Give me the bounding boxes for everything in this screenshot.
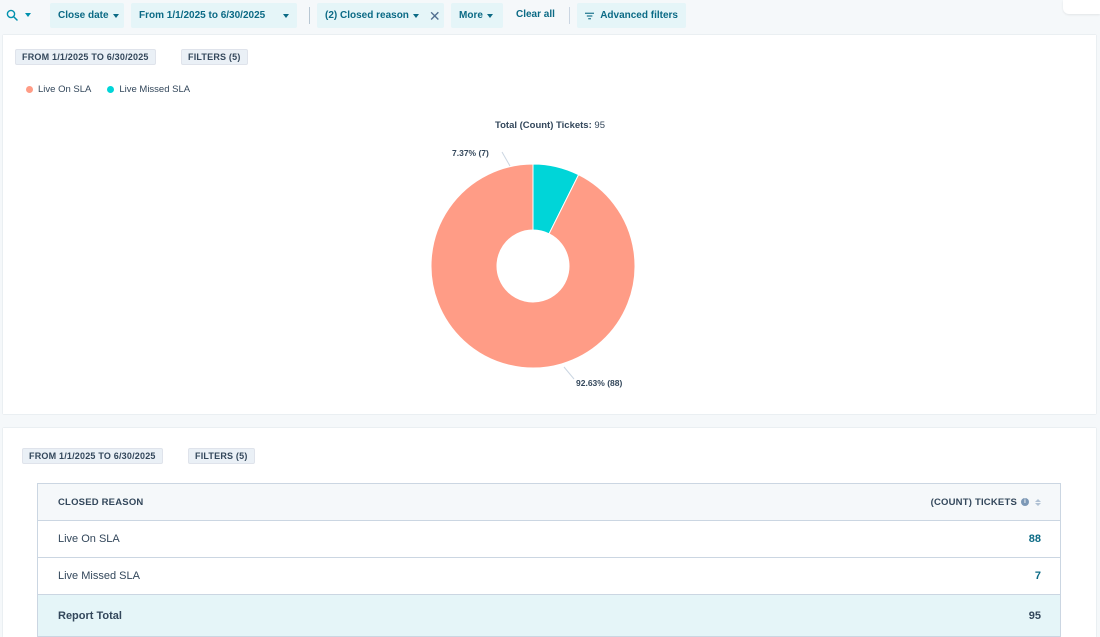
- legend-label: Live On SLA: [38, 84, 92, 95]
- advanced-filters-button[interactable]: Advanced filters: [577, 3, 686, 28]
- more-label: More: [459, 10, 483, 21]
- table-row: Live On SLA 88: [38, 521, 1060, 558]
- filters-tag[interactable]: FILTERS (5): [181, 49, 248, 65]
- row-label: Live Missed SLA: [58, 570, 140, 582]
- legend-label: Live Missed SLA: [119, 84, 191, 95]
- close-date-label: Close date: [58, 10, 109, 21]
- close-date-filter[interactable]: Close date: [50, 3, 124, 28]
- chart-total-label: Total (Count) Tickets:: [495, 120, 592, 131]
- chevron-down-icon: [25, 13, 31, 17]
- sort-icon[interactable]: [1035, 498, 1041, 506]
- chart-total-value: 95: [594, 120, 605, 131]
- column-header-count[interactable]: (COUNT) TICKETS i: [931, 497, 1041, 508]
- divider: [309, 7, 310, 24]
- filter-lines-icon: [585, 12, 595, 19]
- closed-reason-filter[interactable]: (2) Closed reason ✕: [317, 3, 444, 28]
- legend-dot: [26, 86, 33, 93]
- chevron-down-icon: [283, 13, 289, 18]
- slice-label-live-on-sla: 92.63% (88): [576, 378, 623, 388]
- filters-tag[interactable]: FILTERS (5): [188, 448, 255, 464]
- table-total-row: Report Total 95: [38, 595, 1060, 636]
- corner-panel: [1063, 0, 1100, 14]
- date-range-tag[interactable]: FROM 1/1/2025 TO 6/30/2025: [15, 49, 156, 65]
- chart-total: Total (Count) Tickets: 95: [0, 120, 1100, 131]
- date-range-tag[interactable]: FROM 1/1/2025 TO 6/30/2025: [22, 448, 163, 464]
- row-count-link[interactable]: 88: [1028, 533, 1041, 545]
- date-range-label: From 1/1/2025 to 6/30/2025: [139, 10, 266, 21]
- filter-bar: Close date From 1/1/2025 to 6/30/2025 (2…: [0, 0, 1100, 31]
- close-icon[interactable]: ✕: [428, 7, 441, 24]
- chevron-down-icon: [112, 13, 119, 18]
- column-header-closed-reason[interactable]: CLOSED REASON: [58, 496, 144, 508]
- chart-legend: Live On SLA Live Missed SLA: [26, 84, 190, 95]
- advanced-filters-label: Advanced filters: [600, 10, 678, 21]
- table-header: CLOSED REASON (COUNT) TICKETS i: [38, 484, 1060, 521]
- legend-dot: [107, 86, 115, 93]
- closed-reason-label: (2) Closed reason: [325, 10, 409, 21]
- legend-item-live-missed-sla[interactable]: Live Missed SLA: [107, 84, 190, 95]
- row-label: Live On SLA: [58, 533, 120, 545]
- info-icon[interactable]: i: [1021, 498, 1029, 506]
- legend-item-live-on-sla[interactable]: Live On SLA: [26, 84, 91, 95]
- search-icon: [6, 9, 18, 21]
- chevron-down-icon: [412, 13, 419, 18]
- total-count: 95: [1028, 609, 1041, 622]
- chevron-down-icon: [486, 13, 493, 18]
- column-header-count-label: (COUNT) TICKETS: [930, 496, 1017, 508]
- slice-label-live-missed-sla: 7.37% (7): [452, 148, 489, 158]
- clear-all-link[interactable]: Clear all: [516, 9, 555, 20]
- more-filter[interactable]: More: [451, 3, 503, 28]
- date-range-filter[interactable]: From 1/1/2025 to 6/30/2025: [131, 3, 297, 28]
- table-row: Live Missed SLA 7: [38, 558, 1060, 595]
- row-count-link[interactable]: 7: [1034, 570, 1041, 582]
- total-label: Report Total: [58, 609, 122, 622]
- report-table: CLOSED REASON (COUNT) TICKETS i Live On …: [37, 483, 1061, 637]
- divider: [569, 7, 570, 24]
- search-dropdown[interactable]: [6, 5, 40, 25]
